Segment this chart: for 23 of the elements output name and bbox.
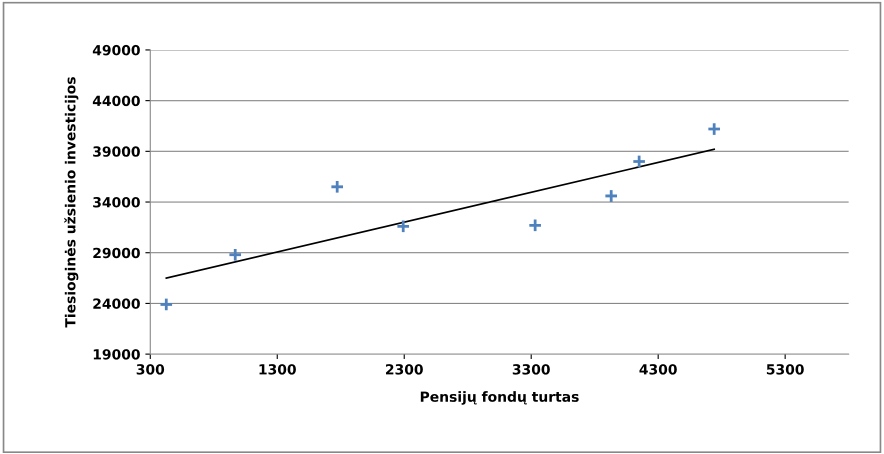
point [706, 122, 722, 136]
x-tick-label: 5300 [766, 364, 804, 375]
y-tick-label: 24000 [93, 298, 140, 309]
y-tick-label: 39000 [93, 146, 140, 157]
point [632, 154, 646, 169]
point [330, 180, 344, 194]
x-tick-label: 3300 [512, 364, 550, 375]
y-tick-label: 44000 [92, 96, 140, 106]
y-tick-label: 34000 [93, 197, 140, 208]
x-tick-label: 300 [136, 364, 164, 375]
y-tick-label: 29000 [93, 248, 140, 258]
point [396, 219, 410, 234]
point [159, 297, 174, 312]
x-tick-label: 4300 [639, 364, 677, 375]
x-tick-label: 2300 [386, 364, 423, 375]
y-tick-label: 49000 [92, 44, 140, 56]
y-tick-label: 19000 [94, 349, 140, 360]
point [604, 188, 618, 204]
point [528, 218, 542, 233]
x-axis-title: Pensijų fondų turtas [420, 391, 579, 405]
point [228, 248, 242, 262]
x-tick-label: 1300 [259, 364, 296, 375]
y-axis-title: Tiesioginės užsienio investicijos [64, 77, 78, 328]
